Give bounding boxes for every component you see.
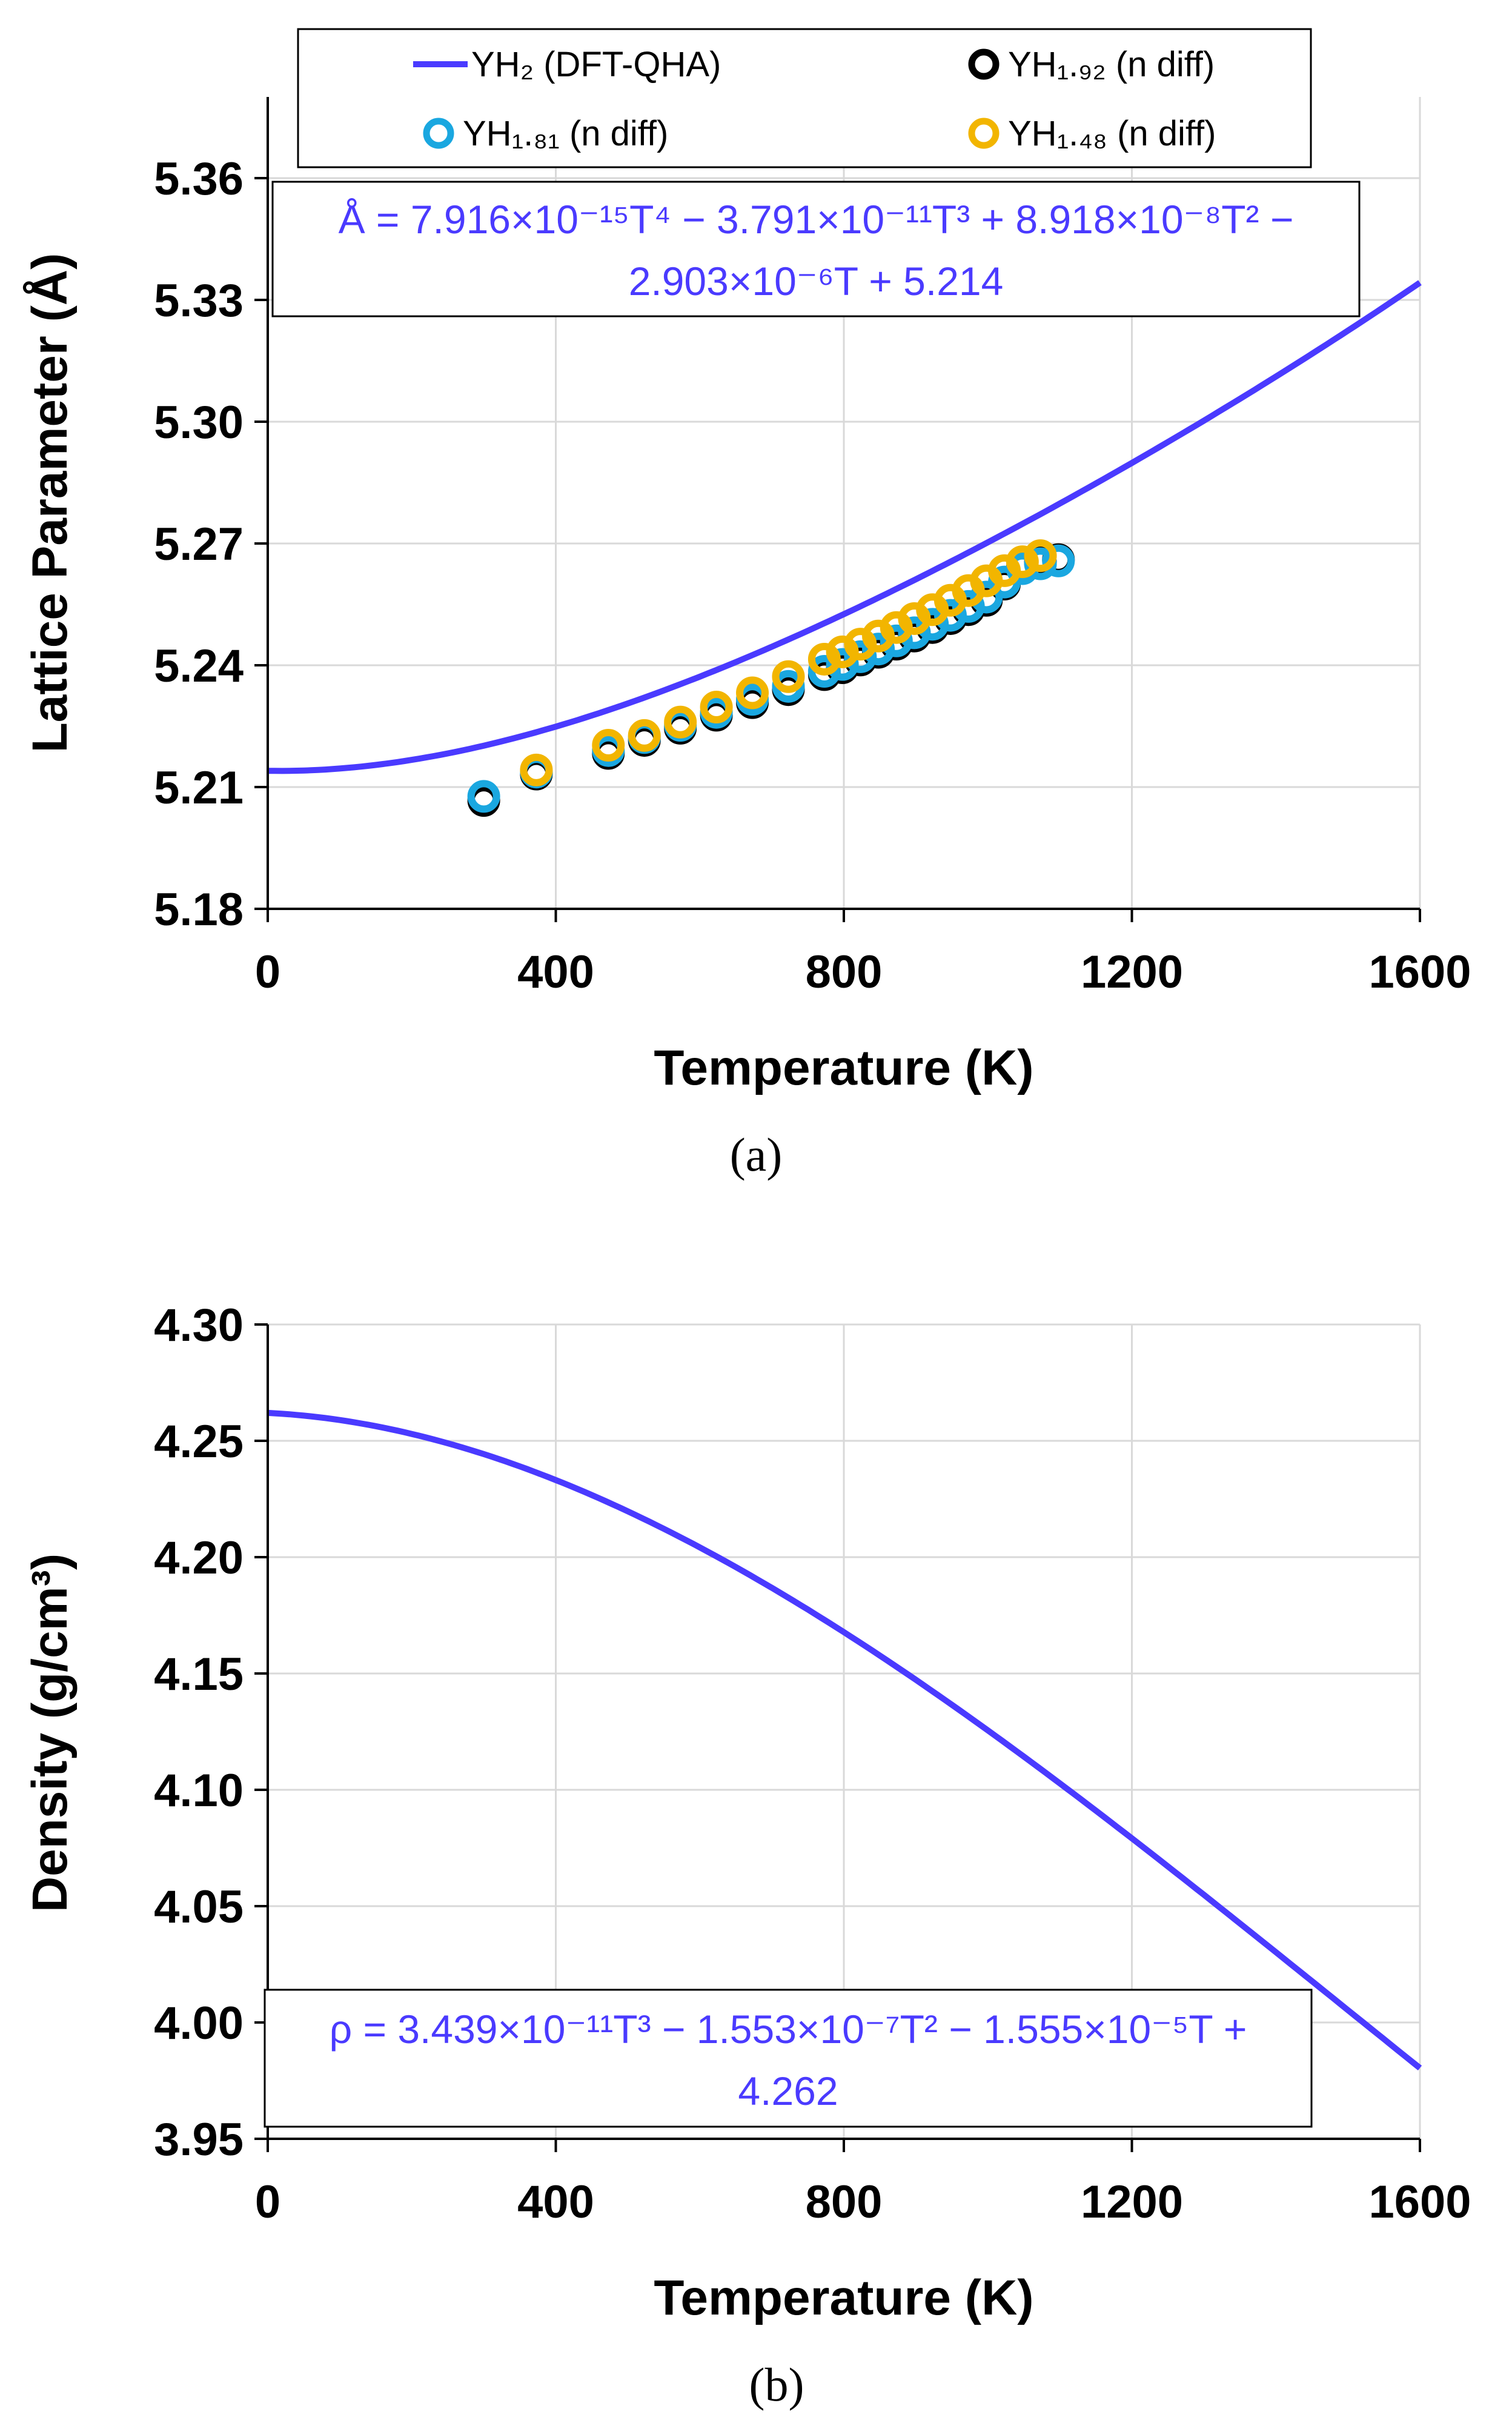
panel-a: 5.18 5.21 5.24 5.27 5.30 5.33 5.36 0 400 800 1200… xyxy=(22,28,1471,1181)
x-tick-label: 1600 xyxy=(1368,946,1471,998)
x-ticks-b: 0 400 800 1200 1600 xyxy=(255,2139,1471,2228)
equation-a-line2: 2.903×10⁻⁶T + 5.214 xyxy=(629,259,1004,304)
equation-box-b: ρ = 3.439×10⁻¹¹T³ − 1.553×10⁻⁷T² − 1.555… xyxy=(264,1989,1313,2128)
caption-b: (b) xyxy=(749,2358,804,2411)
y-tick-label: 5.27 xyxy=(154,519,244,570)
fit-curve-a xyxy=(267,280,1422,774)
legend-marker-yh192 xyxy=(968,48,1000,80)
y-tick-label: 5.36 xyxy=(154,153,244,205)
legend-label-yh148: YH₁.₄₈ (n diff) xyxy=(1008,114,1216,153)
legend-marker-yh181 xyxy=(423,118,454,149)
data-point xyxy=(736,676,769,710)
equation-frame-a xyxy=(271,181,1361,317)
y-tick-label: 4.30 xyxy=(154,1300,244,1351)
equation-frame-b xyxy=(264,1989,1313,2128)
y-axis-label-a: Lattice Parameter (Å) xyxy=(22,253,78,753)
caption-a: (a) xyxy=(730,1128,783,1181)
y-ticks-b: 3.95 4.00 4.05 4.10 4.15 4.20 4.25 4.30 xyxy=(154,1300,268,2165)
x-tick-label: 1200 xyxy=(1081,946,1183,998)
gridlines-b xyxy=(268,1323,1421,2139)
y-tick-label: 5.30 xyxy=(154,397,244,448)
y-tick-label: 4.25 xyxy=(154,1416,244,1467)
legend-marker-yh148 xyxy=(968,118,1000,149)
data-point xyxy=(1024,539,1057,573)
y-tick-label: 4.20 xyxy=(154,1532,244,1584)
legend-label-yh192: YH₁.₉₂ (n diff) xyxy=(1008,45,1215,84)
y-tick-label: 5.18 xyxy=(154,884,244,936)
data-point xyxy=(592,728,625,762)
x-axis-label-b: Temperature (K) xyxy=(654,2270,1033,2325)
x-tick-label: 0 xyxy=(255,2176,280,2228)
legend-box xyxy=(297,28,1312,168)
x-tick-label: 0 xyxy=(255,946,280,998)
x-tick-label: 1200 xyxy=(1081,2176,1183,2228)
y-tick-label: 5.21 xyxy=(154,762,244,814)
data-points-a xyxy=(467,539,1075,817)
data-point xyxy=(807,642,841,676)
legend-a: YH₂ (DFT-QHA) YH₁.₉₂ (n diff) YH₁.₈₁ (n … xyxy=(297,28,1312,168)
x-tick-label: 800 xyxy=(806,2176,883,2228)
data-point xyxy=(1006,545,1039,579)
data-point xyxy=(520,753,553,786)
y-tick-label: 5.33 xyxy=(154,275,244,327)
fit-curve-line xyxy=(267,280,1422,774)
y-tick-label: 4.15 xyxy=(154,1649,244,1700)
x-ticks-a: 0 400 800 1200 1600 xyxy=(255,909,1471,998)
equation-b-line1: ρ = 3.439×10⁻¹¹T³ − 1.553×10⁻⁷T² − 1.555… xyxy=(330,2007,1247,2052)
data-point xyxy=(700,691,733,724)
y-tick-label: 5.24 xyxy=(154,640,244,692)
x-tick-label: 1600 xyxy=(1368,2176,1471,2228)
y-ticks-a: 5.18 5.21 5.24 5.27 5.30 5.33 5.36 xyxy=(154,153,268,936)
equation-b-line2: 4.262 xyxy=(738,2069,838,2113)
y-tick-label: 4.10 xyxy=(154,1765,244,1816)
data-point xyxy=(772,660,805,693)
data-point xyxy=(628,719,661,752)
y-tick-label: 4.00 xyxy=(154,1998,244,2049)
data-point xyxy=(807,655,841,688)
data-point xyxy=(664,705,697,739)
equation-a-line1: Å = 7.916×10⁻¹⁵T⁴ − 3.791×10⁻¹¹T³ + 8.91… xyxy=(339,197,1294,242)
equation-box-a: Å = 7.916×10⁻¹⁵T⁴ − 3.791×10⁻¹¹T³ + 8.91… xyxy=(271,181,1361,317)
y-tick-label: 3.95 xyxy=(154,2114,244,2165)
panel-b: 3.95 4.00 4.05 4.10 4.15 4.20 4.25 4.30 0 400 800… xyxy=(22,1300,1471,2411)
series-2 xyxy=(520,539,1057,786)
x-tick-label: 400 xyxy=(517,946,594,998)
data-point xyxy=(467,780,500,813)
legend-label-yh181: YH₁.₈₁ (n diff) xyxy=(463,114,668,153)
fit-curve-b xyxy=(267,1409,1422,2071)
legend-label-yh2: YH₂ (DFT-QHA) xyxy=(471,45,721,84)
fit-curve-line xyxy=(267,1409,1422,2071)
y-tick-label: 4.05 xyxy=(154,1881,244,1933)
x-axis-label-a: Temperature (K) xyxy=(654,1040,1033,1095)
data-point xyxy=(1042,544,1075,577)
y-axis-label-b: Density (g/cm³) xyxy=(22,1554,78,1912)
x-tick-label: 800 xyxy=(806,946,883,998)
x-tick-label: 400 xyxy=(517,2176,594,2228)
